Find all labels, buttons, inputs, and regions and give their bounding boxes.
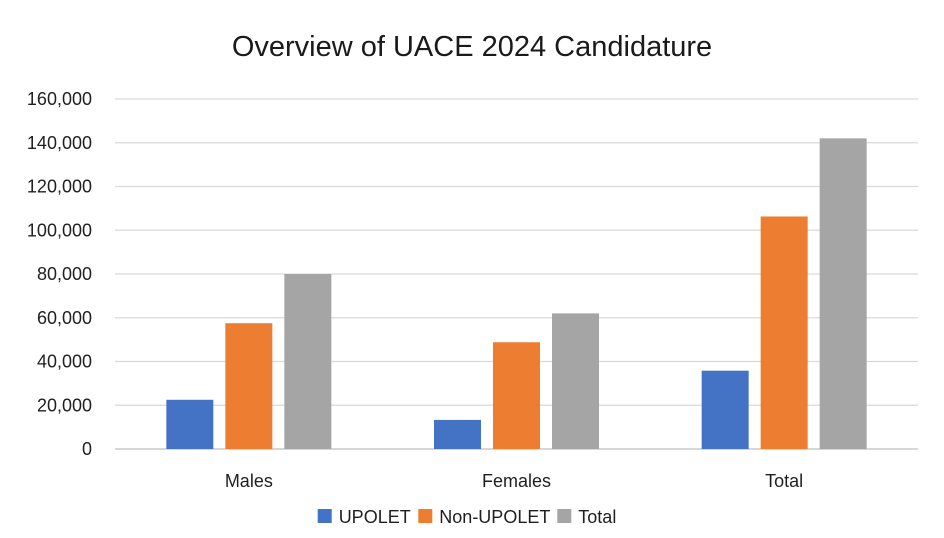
y-tick-label: 140,000	[27, 133, 92, 153]
bar-total-total	[819, 138, 867, 449]
bar-total-females	[552, 313, 599, 449]
y-tick-label: 160,000	[27, 89, 92, 109]
legend: UPOLET Non-UPOLET Total	[317, 507, 616, 527]
y-tick-label: 0	[82, 439, 92, 459]
bar-non-upolet-males	[225, 323, 273, 449]
legend-swatch-total	[557, 509, 572, 523]
x-axis-category-labels: Males Females Total	[225, 471, 803, 491]
bar-upolet-total	[701, 370, 749, 449]
chart-title: Overview of UACE 2024 Candidature	[232, 31, 712, 63]
bar-total-males	[284, 274, 332, 449]
bar-non-upolet-females	[493, 342, 540, 449]
x-category-label: Males	[225, 471, 273, 491]
legend-label: UPOLET	[339, 507, 411, 527]
y-tick-label: 60,000	[37, 308, 92, 328]
bars	[166, 138, 867, 449]
bar-non-upolet-total	[760, 216, 808, 449]
y-tick-label: 20,000	[37, 395, 92, 415]
x-category-label: Total	[765, 471, 803, 491]
legend-swatch-non-upolet	[418, 509, 433, 523]
y-tick-label: 80,000	[37, 264, 92, 284]
bar-upolet-females	[434, 419, 481, 449]
legend-swatch-upolet	[317, 509, 332, 523]
legend-label: Non-UPOLET	[439, 507, 550, 527]
legend-label: Total	[578, 507, 616, 527]
y-tick-label: 120,000	[27, 177, 92, 197]
bar-upolet-males	[166, 399, 214, 449]
y-tick-label: 40,000	[37, 352, 92, 372]
y-tick-label: 100,000	[27, 220, 92, 240]
x-category-label: Females	[482, 471, 551, 491]
y-axis-tick-labels: 0 20,000 40,000 60,000 80,000 100,000 120,000 1…	[27, 89, 92, 459]
